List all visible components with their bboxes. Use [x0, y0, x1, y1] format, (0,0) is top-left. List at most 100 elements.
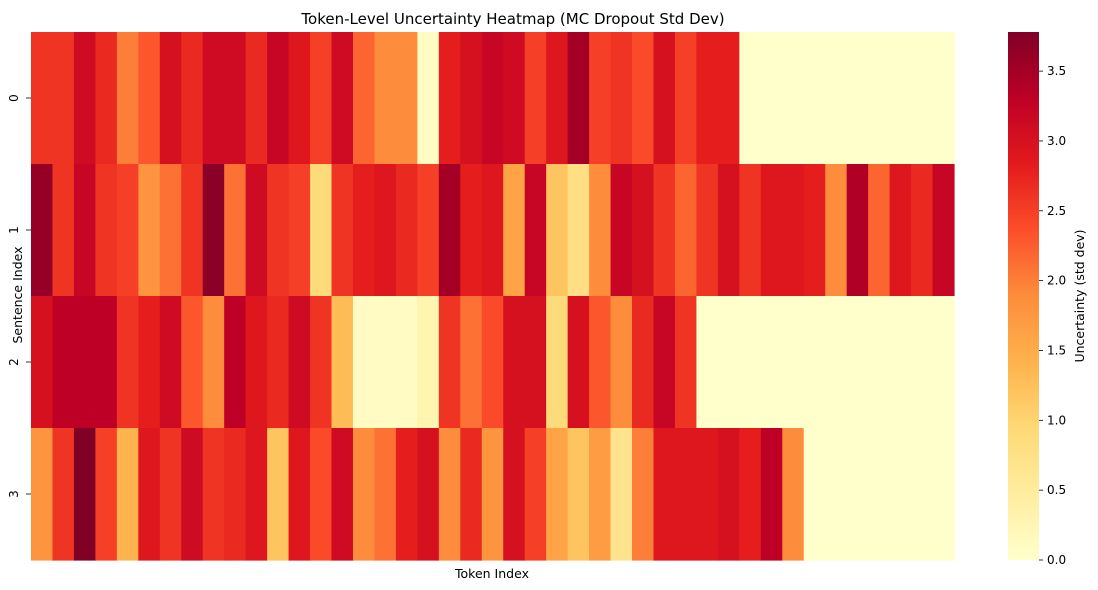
- heatmap-cell: [524, 296, 547, 429]
- heatmap-cell: [503, 164, 526, 297]
- colorbar-tick-label: 1.5: [1047, 343, 1066, 357]
- heatmap-cell: [202, 296, 225, 429]
- heatmap-cell: [803, 296, 826, 429]
- heatmap-cell: [610, 32, 633, 165]
- heatmap-cell: [653, 428, 676, 561]
- y-tick-label: 1: [7, 226, 21, 234]
- heatmap-cell: [181, 428, 204, 561]
- y-ticks: 0 1 2 3: [7, 94, 31, 498]
- heatmap-cell: [825, 164, 848, 297]
- heatmap-cell: [31, 164, 54, 297]
- heatmap-cells: [31, 32, 955, 561]
- heatmap-cell: [932, 296, 955, 429]
- heatmap-cell: [73, 428, 96, 561]
- colorbar-tick-label: 2.5: [1047, 204, 1066, 218]
- heatmap-cell: [267, 296, 290, 429]
- heatmap-cell: [417, 296, 440, 429]
- heatmap-cell: [481, 428, 504, 561]
- heatmap-cell: [202, 32, 225, 165]
- heatmap-cell: [224, 32, 247, 165]
- heatmap-cell: [224, 428, 247, 561]
- heatmap-cell: [911, 296, 934, 429]
- heatmap-cell: [52, 296, 75, 429]
- heatmap-cell: [352, 428, 376, 561]
- heatmap-cell: [567, 164, 590, 297]
- heatmap-cell: [138, 428, 161, 561]
- colorbar-tick-label: 1.0: [1047, 413, 1066, 427]
- heatmap-cell: [889, 164, 912, 297]
- heatmap-cell: [567, 428, 590, 561]
- heatmap-cell: [782, 164, 805, 297]
- heatmap-cell: [224, 164, 247, 297]
- heatmap-cell: [395, 296, 418, 429]
- heatmap-cell: [674, 32, 698, 165]
- heatmap-cell: [803, 164, 826, 297]
- heatmap-cell: [374, 164, 397, 297]
- heatmap-cell: [589, 296, 612, 429]
- heatmap-cell: [524, 164, 547, 297]
- heatmap-cell: [825, 296, 848, 429]
- heatmap-cell: [116, 428, 139, 561]
- heatmap-cell: [653, 296, 676, 429]
- colorbar-label: Uncertainty (std dev): [1072, 229, 1087, 362]
- heatmap-cell: [267, 32, 290, 165]
- heatmap-cell: [524, 428, 547, 561]
- heatmap-cell: [846, 164, 869, 297]
- heatmap-cell: [911, 164, 934, 297]
- heatmap-cell: [610, 428, 633, 561]
- colorbar-ticks: 0.0 0.5 1.0 1.5 2.0 2.5 3.0 3.5: [1039, 64, 1066, 567]
- heatmap-cell: [31, 296, 54, 429]
- heatmap-cell: [438, 428, 461, 561]
- heatmap-cell: [310, 164, 333, 297]
- heatmap-cell: [632, 296, 655, 429]
- heatmap-cell: [610, 164, 633, 297]
- heatmap-cell: [481, 164, 504, 297]
- heatmap-cell: [73, 296, 96, 429]
- heatmap-cell: [868, 32, 891, 165]
- heatmap-cell: [868, 428, 891, 561]
- heatmap-cell: [760, 164, 783, 297]
- heatmap-cell: [159, 428, 182, 561]
- heatmap-cell: [352, 32, 376, 165]
- heatmap-cell: [589, 428, 612, 561]
- heatmap-cell: [803, 32, 826, 165]
- heatmap-cell: [52, 164, 75, 297]
- heatmap-cell: [116, 296, 139, 429]
- heatmap-cell: [696, 32, 719, 165]
- heatmap-cell: [460, 32, 483, 165]
- heatmap-cell: [481, 32, 504, 165]
- heatmap-cell: [438, 164, 461, 297]
- heatmap-cell: [760, 428, 783, 561]
- heatmap-cell: [460, 296, 483, 429]
- heatmap-cell: [889, 32, 912, 165]
- heatmap-cell: [159, 296, 182, 429]
- heatmap-cell: [288, 428, 311, 561]
- heatmap-cell: [245, 164, 268, 297]
- heatmap-cell: [288, 164, 311, 297]
- heatmap-cell: [739, 32, 762, 165]
- heatmap-cell: [460, 428, 483, 561]
- heatmap-cell: [739, 296, 762, 429]
- heatmap-cell: [352, 164, 376, 297]
- heatmap-cell: [653, 164, 676, 297]
- heatmap-cell: [739, 164, 762, 297]
- heatmap-cell: [868, 164, 891, 297]
- heatmap-cell: [395, 428, 418, 561]
- heatmap-cell: [717, 164, 740, 297]
- heatmap-cell: [782, 32, 805, 165]
- heatmap-cell: [267, 164, 290, 297]
- heatmap-cell: [116, 164, 139, 297]
- heatmap-cell: [95, 164, 118, 297]
- heatmap-cell: [546, 296, 569, 429]
- heatmap-cell: [73, 164, 96, 297]
- heatmap-cell: [417, 428, 440, 561]
- heatmap-cell: [245, 296, 268, 429]
- heatmap-cell: [932, 428, 955, 561]
- chart-title: Token-Level Uncertainty Heatmap (MC Drop…: [300, 10, 724, 28]
- heatmap-cell: [395, 32, 418, 165]
- heatmap-cell: [610, 296, 633, 429]
- heatmap-cell: [181, 164, 204, 297]
- heatmap-cell: [460, 164, 483, 297]
- heatmap-cell: [310, 32, 333, 165]
